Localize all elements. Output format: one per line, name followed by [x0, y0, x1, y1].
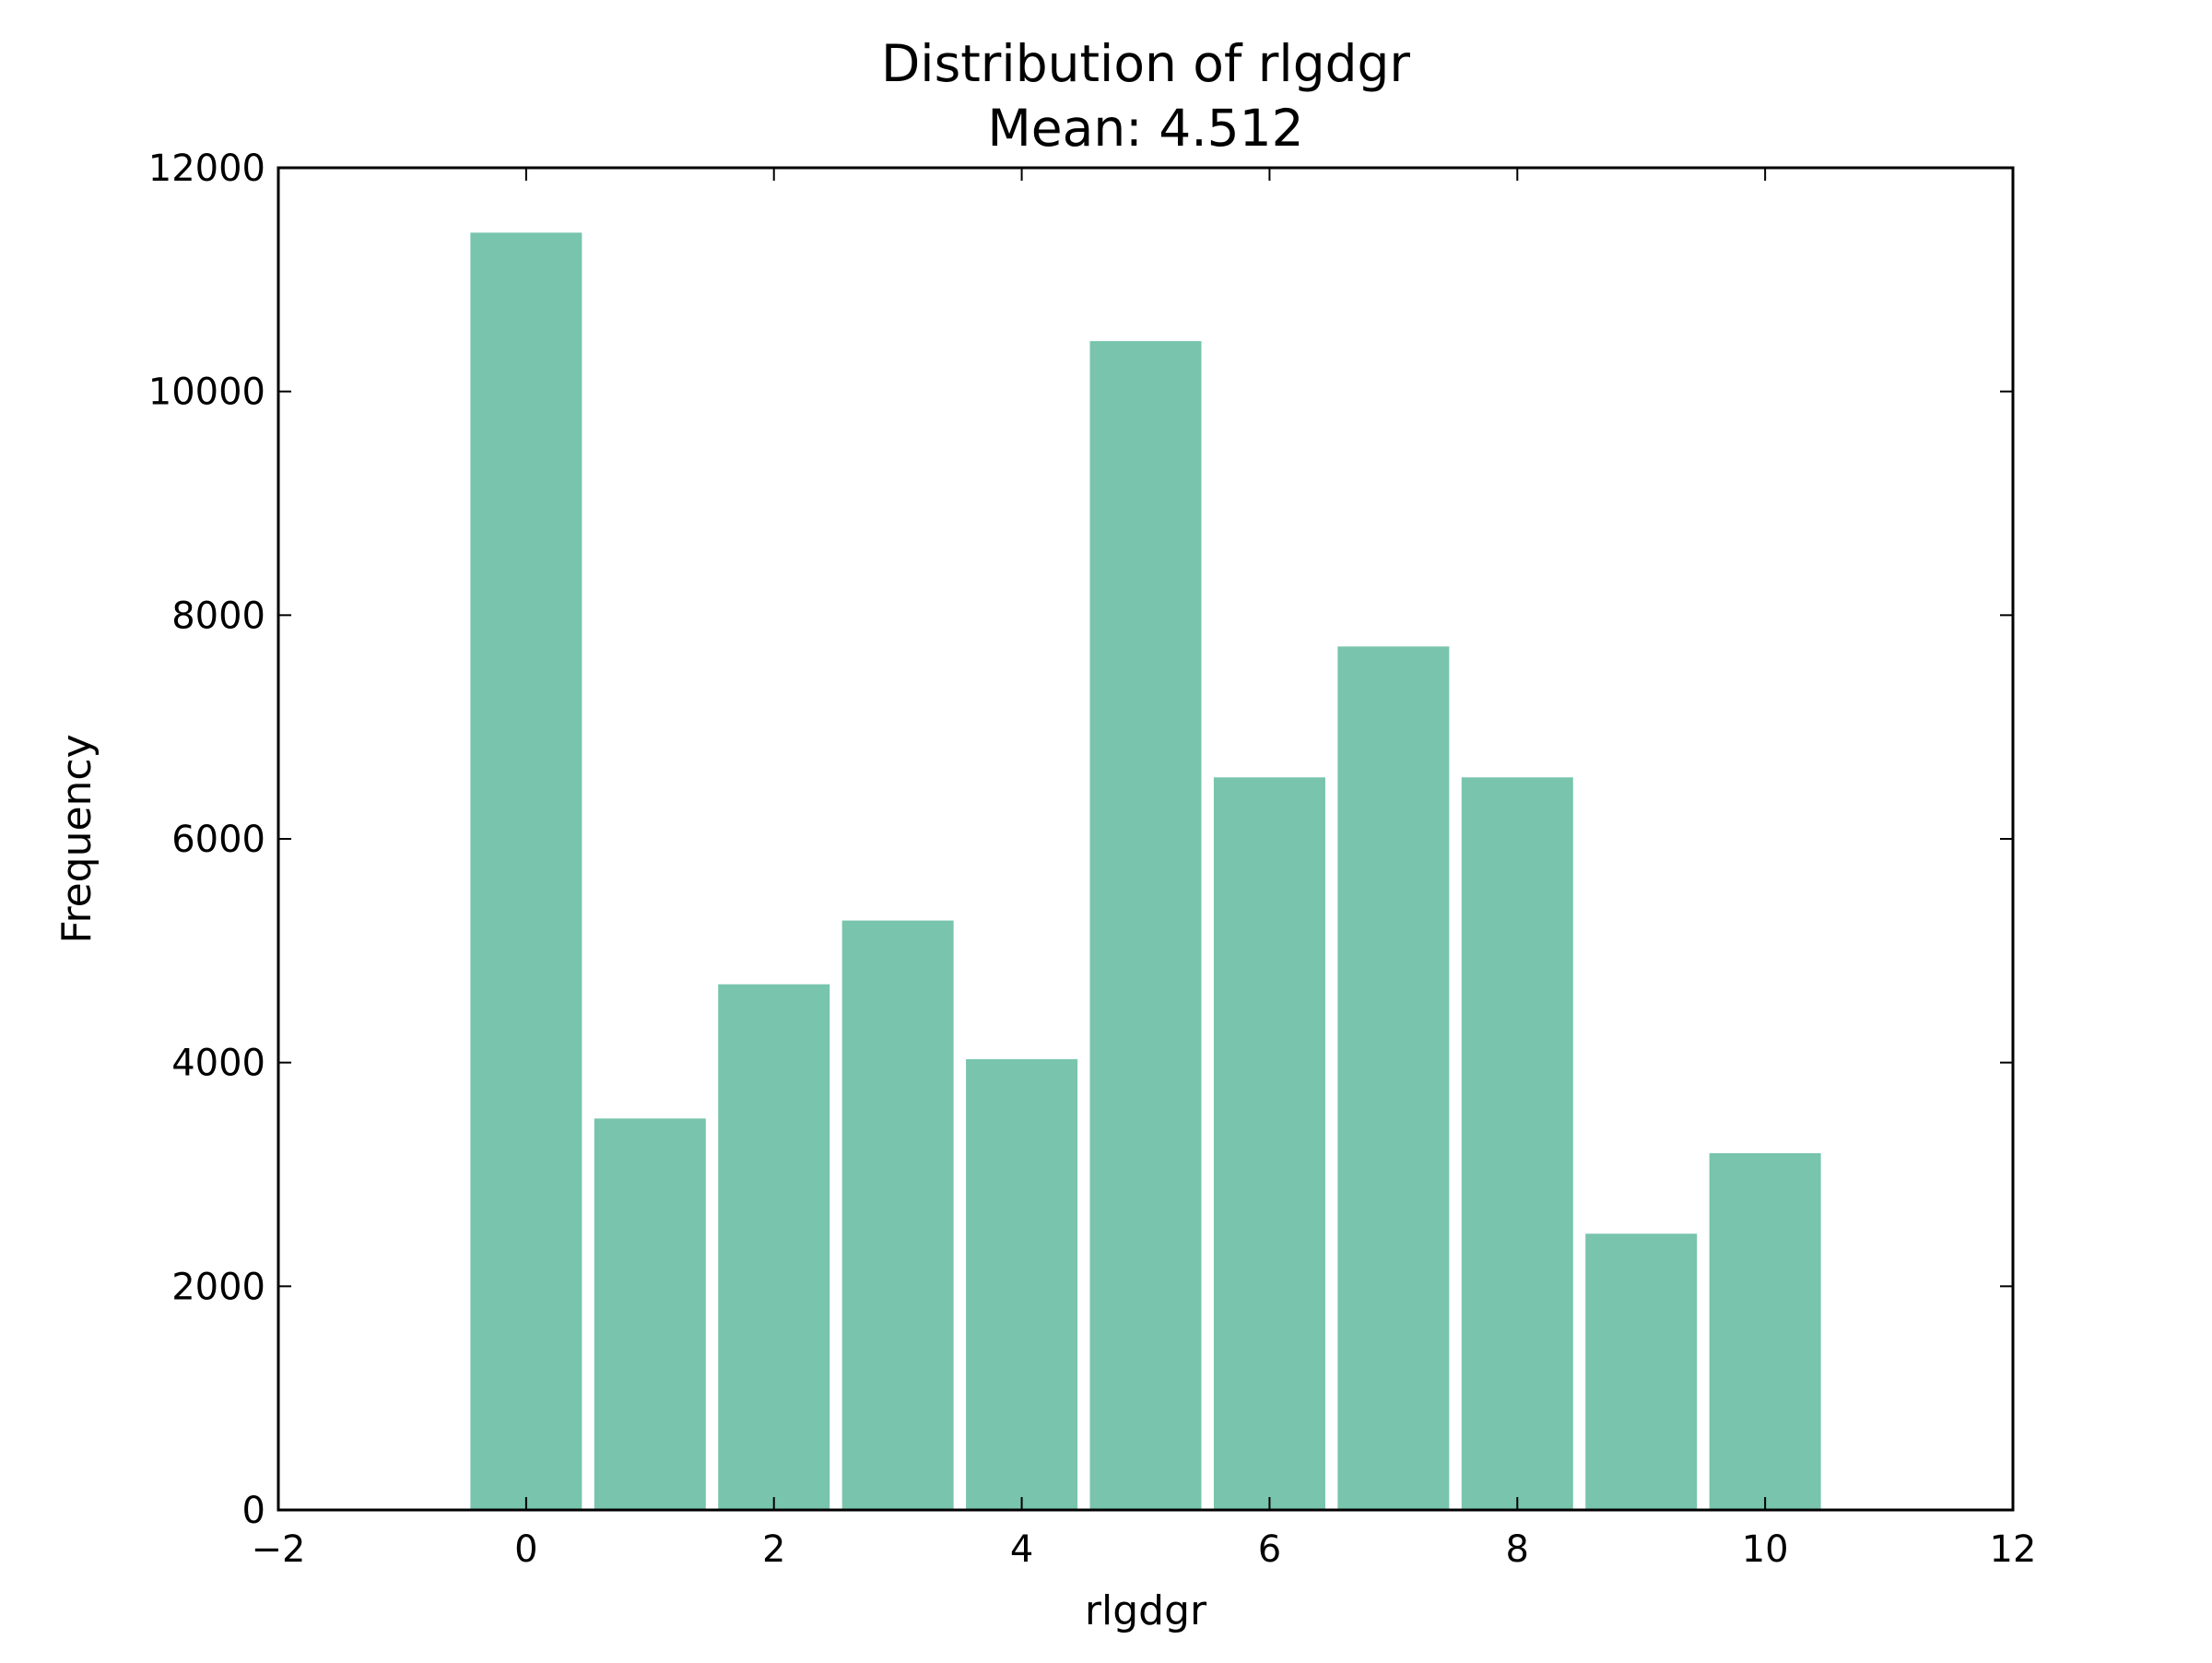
x-tick-label: 4 — [1010, 1528, 1033, 1571]
ticks-layer — [277, 167, 2014, 1511]
x-tick-label: 2 — [762, 1528, 785, 1571]
x-tick-label: 12 — [1990, 1528, 2037, 1571]
y-axis-label: Frequency — [53, 734, 100, 943]
bar-10 — [1709, 1152, 1821, 1510]
bar-4 — [966, 1059, 1078, 1510]
bar-9 — [1585, 1233, 1698, 1510]
x-tick-label: 6 — [1258, 1528, 1281, 1571]
bars-layer — [470, 232, 1821, 1511]
y-tick-label: 4000 — [171, 1043, 265, 1085]
bar-0 — [470, 232, 582, 1511]
y-tick-label: 6000 — [171, 819, 265, 861]
bar-5 — [1089, 341, 1202, 1511]
y-tick-label: 8000 — [171, 595, 265, 637]
bar-1 — [594, 1118, 706, 1510]
bar-3 — [841, 920, 954, 1510]
bar-6 — [1213, 777, 1325, 1510]
x-tick-label: 8 — [1506, 1528, 1529, 1571]
y-tick-label: 2000 — [171, 1266, 265, 1308]
y-tick-label: 0 — [242, 1490, 265, 1532]
x-tick-label: 0 — [514, 1528, 537, 1571]
bar-8 — [1461, 777, 1573, 1510]
x-axis-label: rlgdgr — [1085, 1587, 1207, 1634]
chart-title: Distribution of rlgdgr — [881, 34, 1410, 93]
x-tick-label: 10 — [1742, 1528, 1789, 1571]
y-tick-label: 10000 — [148, 372, 265, 414]
bar-2 — [718, 984, 830, 1510]
x-tick-label: −2 — [252, 1528, 306, 1571]
y-tick-label: 12000 — [148, 147, 265, 190]
chart-subtitle: Mean: 4.512 — [987, 99, 1303, 158]
bar-7 — [1337, 646, 1450, 1510]
